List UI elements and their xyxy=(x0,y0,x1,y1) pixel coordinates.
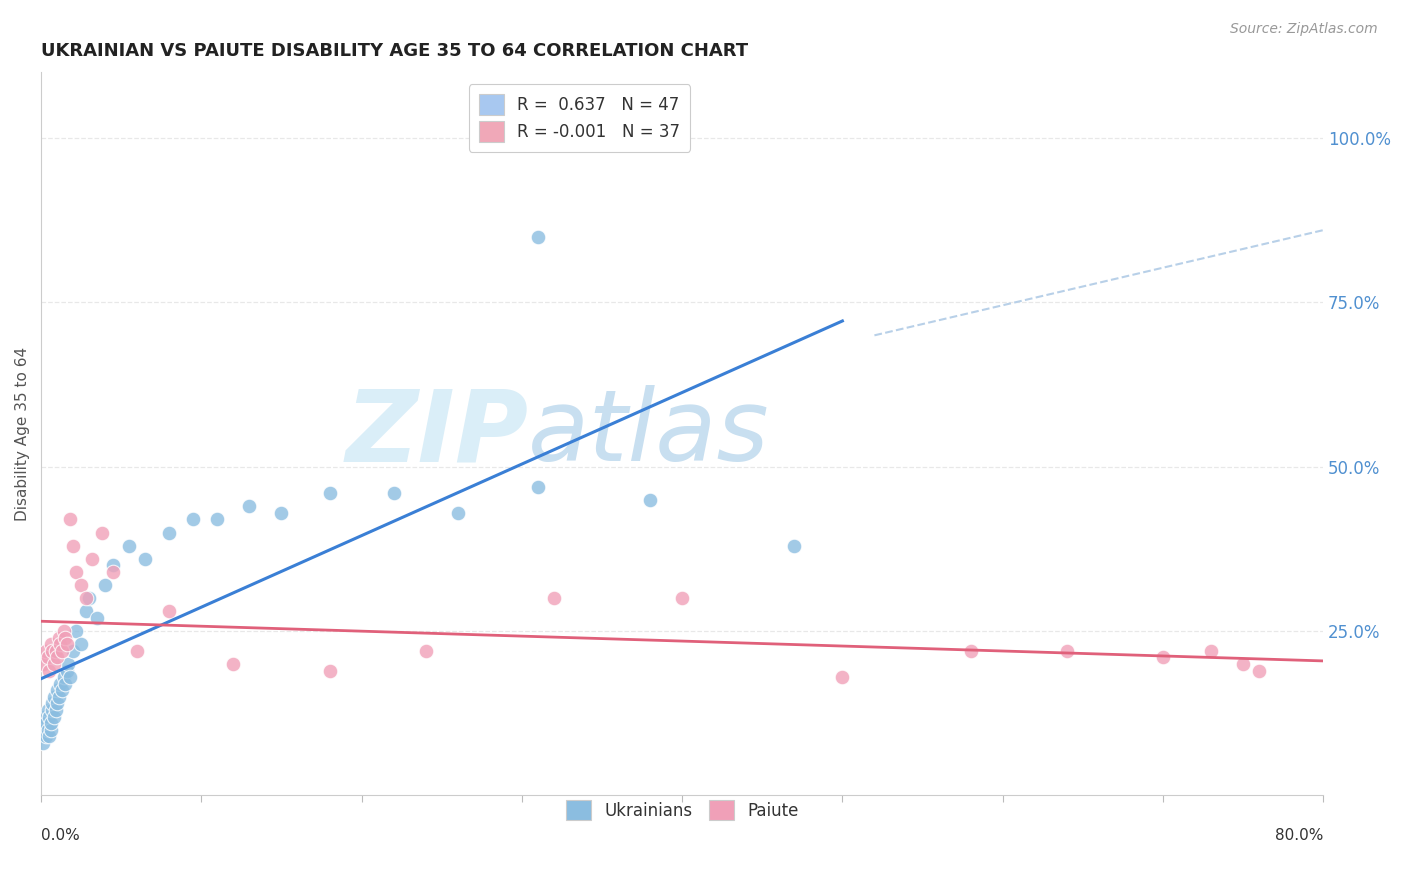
Point xyxy=(34,709,56,723)
Text: ZIP: ZIP xyxy=(346,385,529,483)
Point xyxy=(62,539,84,553)
Point xyxy=(86,611,108,625)
Point xyxy=(70,578,93,592)
Point xyxy=(207,512,229,526)
Point xyxy=(1247,664,1270,678)
Point xyxy=(53,631,76,645)
Point xyxy=(1056,644,1078,658)
Point xyxy=(75,604,97,618)
Text: UKRAINIAN VS PAIUTE DISABILITY AGE 35 TO 64 CORRELATION CHART: UKRAINIAN VS PAIUTE DISABILITY AGE 35 TO… xyxy=(41,42,748,60)
Point xyxy=(77,591,100,606)
Point xyxy=(48,631,70,645)
Point xyxy=(39,723,62,737)
Point xyxy=(82,551,104,566)
Point xyxy=(41,703,63,717)
Point xyxy=(38,709,60,723)
Point xyxy=(959,644,981,658)
Point xyxy=(527,479,550,493)
Point xyxy=(41,697,63,711)
Point xyxy=(447,506,470,520)
Point xyxy=(55,637,77,651)
Point xyxy=(58,657,80,671)
Point xyxy=(638,492,661,507)
Y-axis label: Disability Age 35 to 64: Disability Age 35 to 64 xyxy=(15,347,30,521)
Point xyxy=(46,697,69,711)
Point xyxy=(37,650,59,665)
Point xyxy=(1152,650,1174,665)
Point xyxy=(42,709,65,723)
Point xyxy=(91,525,114,540)
Point xyxy=(62,644,84,658)
Point xyxy=(49,637,72,651)
Point xyxy=(44,644,66,658)
Point xyxy=(55,664,77,678)
Point xyxy=(42,690,65,704)
Point xyxy=(94,578,117,592)
Point xyxy=(1199,644,1222,658)
Point xyxy=(37,703,59,717)
Legend: Ukrainians, Paiute: Ukrainians, Paiute xyxy=(560,793,806,827)
Text: Source: ZipAtlas.com: Source: ZipAtlas.com xyxy=(1230,22,1378,37)
Point xyxy=(382,486,405,500)
Point xyxy=(127,644,149,658)
Point xyxy=(49,676,72,690)
Point xyxy=(39,637,62,651)
Point xyxy=(103,565,125,579)
Point xyxy=(831,670,853,684)
Point xyxy=(238,500,260,514)
Point xyxy=(35,644,58,658)
Point xyxy=(222,657,245,671)
Point xyxy=(42,657,65,671)
Point xyxy=(70,637,93,651)
Point xyxy=(46,683,69,698)
Point xyxy=(65,624,87,639)
Point xyxy=(157,604,180,618)
Text: atlas: atlas xyxy=(529,385,770,483)
Point xyxy=(118,539,141,553)
Point xyxy=(39,716,62,731)
Point xyxy=(52,624,75,639)
Point xyxy=(52,670,75,684)
Point xyxy=(46,650,69,665)
Point xyxy=(51,683,73,698)
Point xyxy=(51,644,73,658)
Point xyxy=(103,558,125,573)
Point xyxy=(543,591,565,606)
Point xyxy=(35,729,58,743)
Point xyxy=(270,506,292,520)
Point xyxy=(157,525,180,540)
Point xyxy=(59,512,82,526)
Point xyxy=(59,670,82,684)
Point xyxy=(134,551,156,566)
Point xyxy=(38,729,60,743)
Point xyxy=(415,644,437,658)
Point xyxy=(318,664,340,678)
Point xyxy=(183,512,205,526)
Point xyxy=(44,703,66,717)
Point xyxy=(34,723,56,737)
Point xyxy=(35,716,58,731)
Text: 80.0%: 80.0% xyxy=(1275,828,1323,843)
Point xyxy=(527,229,550,244)
Point xyxy=(37,723,59,737)
Point xyxy=(65,565,87,579)
Point xyxy=(41,644,63,658)
Point xyxy=(671,591,693,606)
Point xyxy=(318,486,340,500)
Point xyxy=(1232,657,1254,671)
Point xyxy=(53,676,76,690)
Point xyxy=(783,539,806,553)
Point xyxy=(31,736,53,750)
Text: 0.0%: 0.0% xyxy=(41,828,80,843)
Point xyxy=(48,690,70,704)
Point xyxy=(31,657,53,671)
Point xyxy=(75,591,97,606)
Point xyxy=(38,664,60,678)
